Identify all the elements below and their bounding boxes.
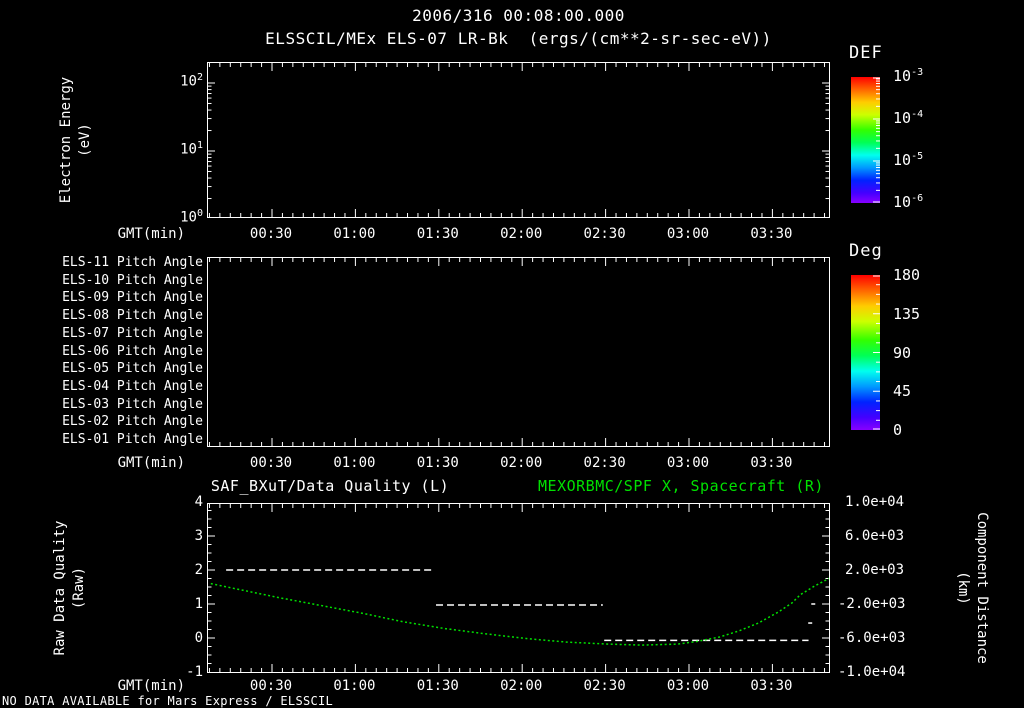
- x-axis-title: GMT(min): [117, 678, 185, 694]
- x-tick-label: 02:00: [500, 226, 543, 242]
- quality-y-axis-label-line1: Raw Data Quality: [52, 520, 68, 656]
- pitch-row-label: ELS-09 Pitch Angle: [62, 290, 203, 306]
- distance-y-axis-label-line2: (km): [955, 571, 971, 605]
- pitch-angle-panel: [207, 257, 830, 447]
- x-tick-label: 03:00: [666, 455, 710, 471]
- distance-y-tick-label: 6.0e+03: [845, 528, 905, 544]
- x-tick-label: 00:30: [249, 226, 293, 242]
- x-tick-label: 01:00: [333, 226, 376, 242]
- x-tick-label: 03:30: [750, 678, 793, 694]
- pitch-row-label: ELS-01 Pitch Angle: [62, 432, 203, 447]
- no-data-available-note: NO DATA AVAILABLE for Mars Express / ELS…: [2, 694, 334, 708]
- deg-colorbar-tick-label: 90: [893, 343, 912, 362]
- energy-y-tick-label: 101: [180, 140, 203, 158]
- x-tick-label: 01:30: [416, 678, 459, 694]
- pitch-row-label: ELS-03 Pitch Angle: [62, 396, 203, 412]
- energy-y-tick-label: 100: [180, 208, 203, 226]
- deg-colorbar-ticks: [873, 275, 880, 430]
- quality-y-tick-label: 4: [194, 494, 203, 510]
- x-tick-label: 03:00: [666, 678, 710, 694]
- deg-colorbar-tick-label: 180: [893, 266, 921, 284]
- x-tick-label: 01:00: [333, 678, 376, 694]
- x-tick-label: 02:00: [500, 455, 543, 471]
- x-axis-title: GMT(min): [117, 226, 185, 242]
- energy-y-axis-label: Electron Energy (eV): [57, 10, 95, 270]
- distance-y-tick-label: -1.0e+04: [838, 664, 906, 680]
- quality-y-tick-label: 3: [194, 528, 203, 544]
- pitch-row-label: ELS-04 Pitch Angle: [62, 378, 203, 394]
- def-colorbar-ticks: [873, 77, 880, 203]
- quality-distance-panel: [207, 503, 830, 673]
- quality-panel-title-right: MEXORBMC/SPF X, Spacecraft (R): [538, 477, 824, 495]
- pitch-row-label: ELS-02 Pitch Angle: [62, 414, 203, 430]
- deg-colorbar-tick-label: 45: [893, 382, 912, 401]
- def-colorbar: [851, 77, 880, 203]
- energy-spectrogram-panel: [207, 62, 830, 218]
- quality-y-tick-label: 0: [194, 630, 203, 646]
- x-tick-label: 03:30: [750, 226, 793, 242]
- pitch-row-label: ELS-05 Pitch Angle: [62, 361, 203, 377]
- pitch-row-label: ELS-11 Pitch Angle: [62, 255, 203, 270]
- x-tick-label: 01:00: [333, 455, 376, 471]
- x-tick-label: 02:30: [583, 226, 626, 242]
- x-tick-label: 01:30: [416, 455, 459, 471]
- x-tick-label: 02:00: [500, 678, 543, 694]
- quality-y-tick-label: 1: [194, 596, 203, 612]
- quality-panel-plot: [208, 504, 829, 672]
- x-tick-label: 00:30: [249, 455, 293, 471]
- def-colorbar-tick-label: 10-5: [893, 151, 924, 169]
- energy-y-axis-label-line1: Electron Energy: [58, 76, 74, 204]
- def-colorbar-tick-label: 10-4: [893, 109, 924, 127]
- distance-y-axis-label-line1: Component Distance: [974, 512, 990, 664]
- spacecraft-distance-curve: [210, 577, 829, 646]
- def-colorbar-tick-label: 10-6: [893, 193, 924, 211]
- x-tick-label: 00:30: [249, 678, 293, 694]
- pitch-row-label: ELS-10 Pitch Angle: [62, 272, 203, 288]
- energy-panel-ticks: [208, 63, 829, 217]
- x-tick-label: 03:00: [666, 226, 710, 242]
- def-colorbar-gradient: [851, 77, 880, 203]
- pitch-row-label: ELS-06 Pitch Angle: [62, 343, 203, 359]
- plot-timestamp-title: 2006/316 00:08:00.000: [412, 6, 625, 25]
- def-colorbar-title: DEF: [849, 43, 883, 63]
- energy-y-tick-label: 102: [180, 72, 203, 90]
- distance-y-tick-label: 1.0e+04: [845, 494, 905, 510]
- deg-colorbar-tick-label: 0: [893, 421, 903, 439]
- pitch-row-label: ELS-08 Pitch Angle: [62, 308, 203, 324]
- energy-y-axis-label-line2: (eV): [77, 123, 93, 157]
- deg-colorbar-tick-label: 135: [893, 304, 921, 323]
- deg-colorbar-title: Deg: [849, 241, 883, 261]
- quality-y-tick-label: 2: [194, 562, 203, 578]
- quality-y-axis-label: Raw Data Quality (Raw): [51, 458, 89, 708]
- distance-y-tick-label: 2.0e+03: [845, 562, 905, 578]
- distance-y-tick-label: -6.0e+03: [838, 630, 906, 646]
- def-colorbar-tick-label: 10-3: [893, 67, 924, 85]
- x-tick-label: 03:30: [750, 455, 793, 471]
- deg-colorbar: [851, 275, 880, 430]
- x-tick-label: 02:30: [583, 678, 626, 694]
- plot-main-title: ELSSCIL/MEx ELS-07 LR-Bk (ergs/(cm**2-sr…: [265, 29, 772, 48]
- x-tick-label: 01:30: [416, 226, 459, 242]
- distance-y-axis-label: Component Distance (km): [953, 458, 991, 708]
- quality-y-axis-label-line2: (Raw): [71, 566, 87, 610]
- pitch-panel-ticks: [208, 258, 826, 446]
- pitch-row-label: ELS-07 Pitch Angle: [62, 325, 203, 341]
- x-axis-title: GMT(min): [117, 455, 185, 471]
- x-tick-label: 02:30: [583, 455, 626, 471]
- quality-y-tick-label: -1: [186, 664, 203, 680]
- quality-panel-title-left: SAF_BXuT/Data Quality (L): [210, 477, 450, 495]
- distance-y-tick-label: -2.0e+03: [838, 596, 906, 612]
